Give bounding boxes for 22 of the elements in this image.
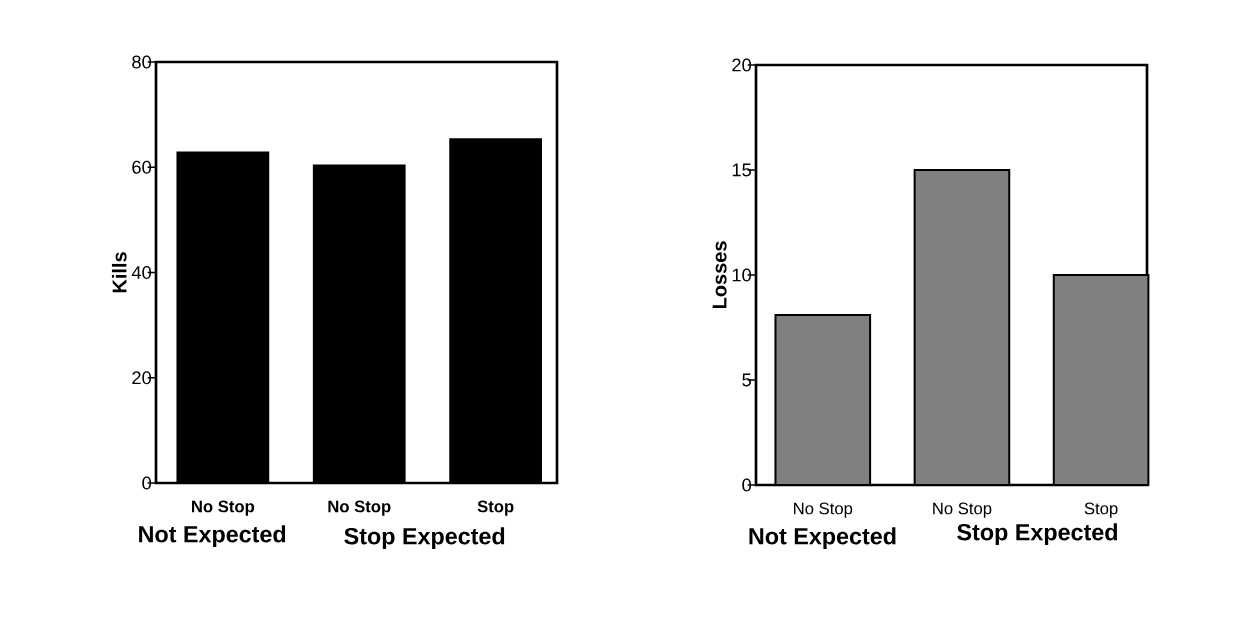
y-tick-label: 40: [131, 266, 152, 279]
y-tick-label: 0: [142, 476, 152, 490]
x-tick-label: No Stop: [933, 502, 992, 518]
x-tick-label: Stop: [477, 500, 514, 516]
y-tick-label: 20: [132, 371, 152, 385]
text: Not Expected: [139, 525, 286, 548]
y-tick-label: 80: [132, 55, 152, 69]
y-tick-label: 60: [132, 160, 152, 174]
y-tick-label: 10: [732, 268, 752, 282]
y-axis-title: Kills: [111, 252, 127, 293]
y-tick-label: 0: [742, 478, 752, 492]
x-tick-label: No Stop: [192, 500, 255, 516]
x-tick-label: No Stop: [794, 502, 853, 518]
x-tick-label: Stop: [1084, 502, 1118, 518]
text: Not Expected: [749, 527, 896, 550]
y-tick-label: 15: [732, 163, 751, 177]
y-tick-label: 5: [742, 373, 751, 387]
y-axis-title: Losses: [712, 241, 727, 309]
text: Stop Expected: [344, 527, 505, 550]
text: Stop Expected: [957, 523, 1118, 546]
x-tick-label: No Stop: [328, 500, 391, 516]
y-tick-label: 20: [732, 58, 752, 72]
